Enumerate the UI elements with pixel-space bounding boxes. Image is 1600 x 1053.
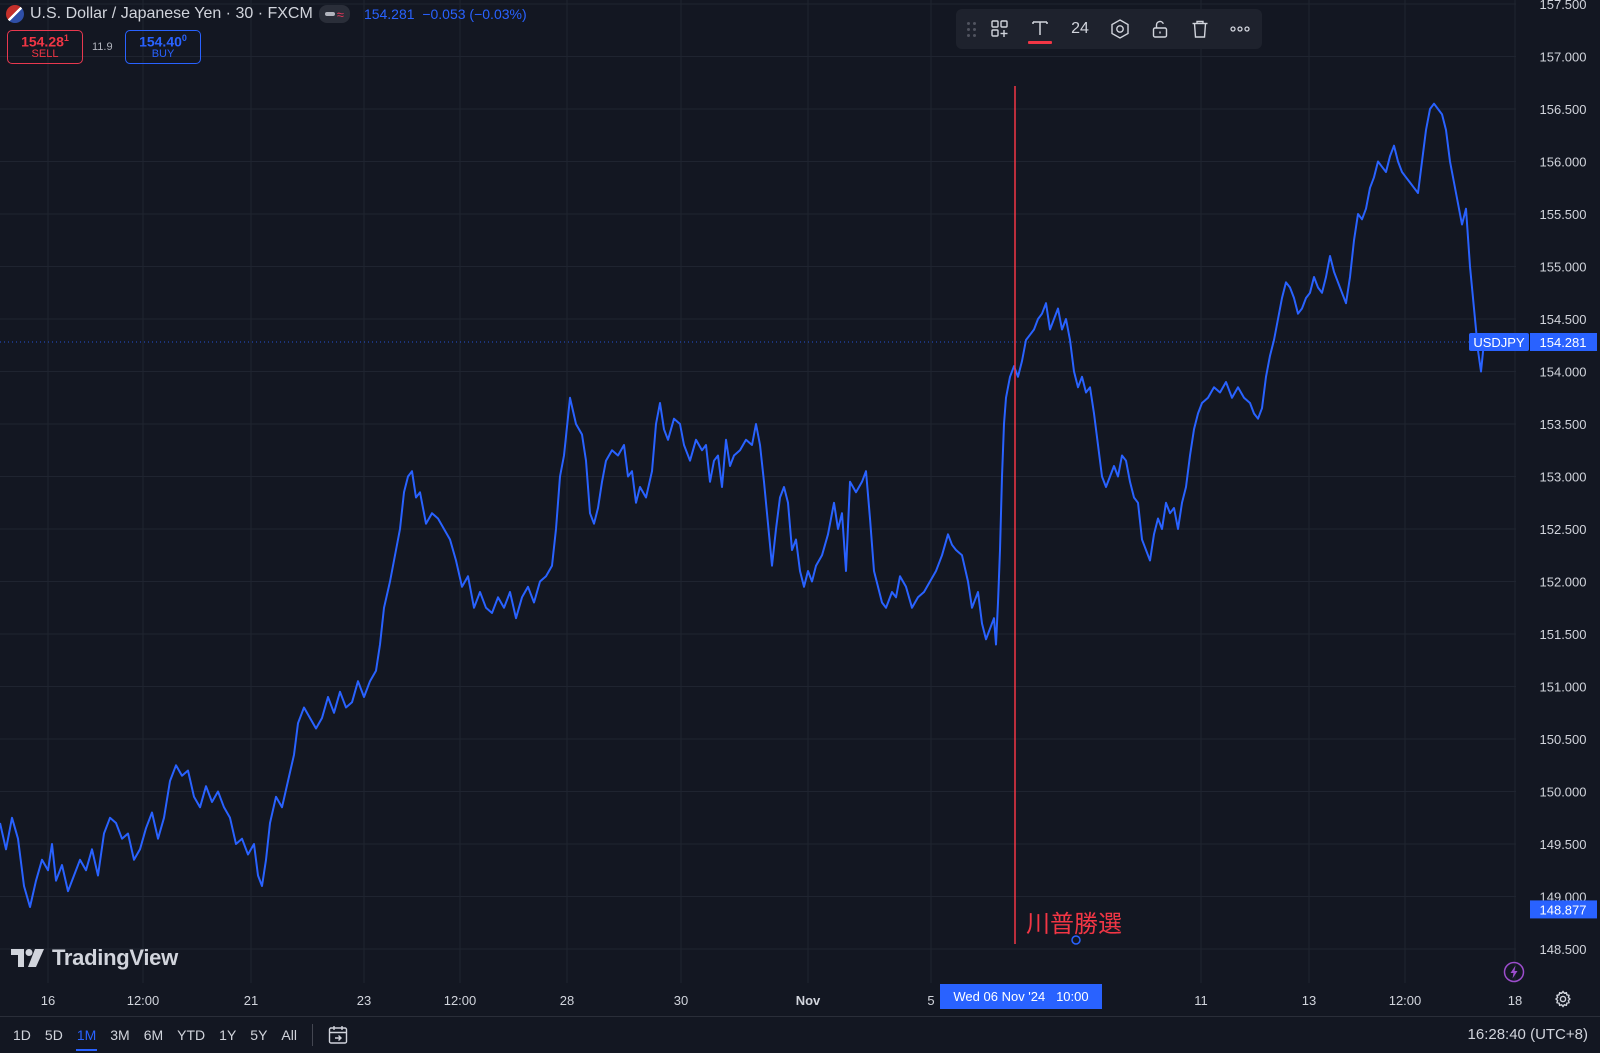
more-icon[interactable]	[1220, 9, 1260, 49]
y-tick-label: 154.000	[1540, 365, 1587, 380]
drawing-toolbar: 24	[956, 9, 1262, 49]
y-tick-label: 151.500	[1540, 627, 1587, 642]
x-tick-label: 12:00	[127, 993, 160, 1008]
range-button-1m[interactable]: 1M	[75, 1027, 98, 1051]
low-price-text: 148.877	[1540, 902, 1587, 917]
sell-price: 154.281	[21, 32, 69, 50]
buy-price: 154.400	[139, 32, 187, 50]
gear-icon[interactable]	[1554, 990, 1572, 1008]
y-tick-label: 153.500	[1540, 417, 1587, 432]
drag-grip-icon[interactable]	[962, 9, 980, 49]
symbol-tag-text: USDJPY	[1473, 335, 1525, 350]
y-tick-label: 149.500	[1540, 837, 1587, 852]
currency-flag-icon	[6, 5, 24, 23]
range-button-3m[interactable]: 3M	[110, 1027, 130, 1043]
chart-grid	[0, 0, 1516, 983]
y-tick-label: 150.500	[1540, 732, 1587, 747]
price-change: 154.281 −0.053 (−0.03%)	[364, 6, 527, 22]
x-tick-label: Nov	[796, 993, 821, 1008]
wave-icon: ≈	[336, 6, 344, 22]
x-tick-label: 23	[357, 993, 371, 1008]
x-tick-label: 16	[41, 993, 55, 1008]
sell-button[interactable]: 154.281 SELL	[7, 30, 83, 64]
crosshair-time-label: Wed 06 Nov '24 10:00	[940, 984, 1102, 1009]
date-range-icon[interactable]	[327, 1024, 349, 1046]
x-tick-label: 12:00	[1389, 993, 1422, 1008]
x-tick-label: 18	[1508, 993, 1522, 1008]
crosshair-time-text: Wed 06 Nov '24 10:00	[953, 989, 1088, 1004]
y-tick-label: 151.000	[1540, 680, 1587, 695]
lightning-icon[interactable]	[1503, 961, 1525, 983]
spread-value: 11.9	[92, 41, 113, 53]
buy-button[interactable]: 154.400 BUY	[125, 30, 201, 64]
symbol-header: U.S. Dollar / Japanese Yen · 30 · FXCM ≈…	[6, 3, 527, 25]
y-tick-label: 155.500	[1540, 207, 1587, 222]
range-button-ytd[interactable]: YTD	[177, 1027, 206, 1043]
logo-text: TradingView	[52, 945, 178, 970]
trash-icon[interactable]	[1180, 9, 1220, 49]
y-tick-label: 156.000	[1540, 155, 1587, 170]
event-annotation[interactable]: 川普勝選	[1026, 910, 1122, 938]
y-tick-label: 155.000	[1540, 260, 1587, 275]
sell-label: SELL	[31, 47, 59, 60]
text-color-icon[interactable]	[1020, 9, 1060, 49]
y-tick-label: 152.000	[1540, 575, 1587, 590]
y-tick-label: 156.500	[1540, 102, 1587, 117]
unlock-icon[interactable]	[1140, 9, 1180, 49]
y-tick-label: 148.500	[1540, 942, 1587, 957]
range-bar: 1D 5D 1M 3M 6M YTD 1Y 5Y All	[0, 1016, 1600, 1053]
range-button-1d[interactable]: 1D	[13, 1027, 31, 1043]
symbol-title[interactable]: U.S. Dollar / Japanese Yen · 30 · FXCM	[30, 5, 313, 22]
y-tick-label: 152.500	[1540, 522, 1587, 537]
symbol-price-tag	[1469, 332, 1529, 351]
template-icon[interactable]	[980, 9, 1020, 49]
range-button-6m[interactable]: 6M	[143, 1027, 164, 1043]
font-size-button[interactable]: 24	[1071, 20, 1089, 37]
tradingview-logo-icon	[11, 949, 44, 967]
range-button-all[interactable]: All	[281, 1027, 297, 1043]
y-tick-label: 157.000	[1540, 50, 1587, 65]
x-tick-label: 12:00	[444, 993, 477, 1008]
x-tick-label: 11	[1194, 993, 1208, 1008]
market-status-pill[interactable]: ≈	[318, 5, 350, 23]
range-button-5d[interactable]: 5D	[44, 1027, 63, 1043]
minus-icon	[324, 12, 335, 16]
y-tick-label: 154.500	[1540, 312, 1587, 327]
y-tick-label: 150.000	[1540, 785, 1587, 800]
range-divider	[311, 1024, 313, 1046]
price-axis: 157.500 157.000 156.500 156.000 155.500 155.0…	[1540, 0, 1587, 957]
x-tick-label: 5	[927, 993, 934, 1008]
tradingview-logo[interactable]: TradingView	[11, 945, 178, 971]
x-tick-label: 30	[674, 993, 688, 1008]
price-axis-labels: USDJPY 154.281 148.877	[1469, 332, 1597, 919]
current-price-text: 154.281	[1540, 335, 1587, 350]
range-button-5y[interactable]: 5Y	[250, 1027, 268, 1043]
x-tick-label: 21	[244, 993, 258, 1008]
y-tick-label: 153.000	[1540, 470, 1587, 485]
annotation-anchor-handle[interactable]	[1071, 935, 1081, 945]
settings-icon[interactable]	[1100, 9, 1140, 49]
range-button-1y[interactable]: 1Y	[219, 1027, 237, 1043]
text-color-swatch	[1028, 41, 1052, 44]
change-value: −0.053 (−0.03%)	[422, 6, 527, 22]
time-axis: 16 12:00 21 23 12:00 28 30 Nov 5 11 13 12:00 18	[41, 993, 1522, 1008]
buy-label: BUY	[151, 47, 175, 60]
current-price-tag	[1530, 332, 1597, 351]
x-tick-label: 28	[560, 993, 574, 1008]
low-price-tag	[1530, 900, 1597, 919]
clock[interactable]: 16:28:40 (UTC+8)	[1467, 1026, 1588, 1043]
last-price: 154.281	[363, 6, 415, 22]
x-tick-label: 13	[1302, 993, 1316, 1008]
price-line-usdjpy	[0, 102, 1485, 908]
y-tick-label: 157.500	[1540, 0, 1587, 12]
